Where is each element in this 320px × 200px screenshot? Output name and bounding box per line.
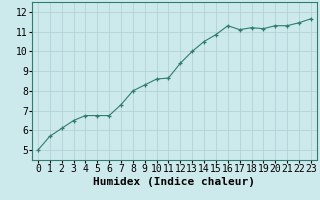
X-axis label: Humidex (Indice chaleur): Humidex (Indice chaleur) <box>93 177 255 187</box>
